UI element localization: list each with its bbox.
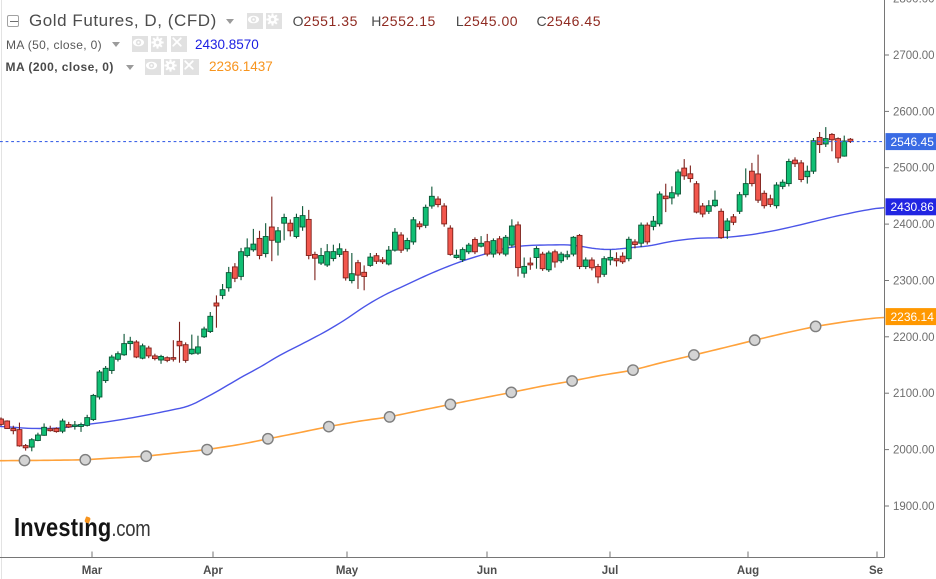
svg-text:2300.00: 2300.00 (893, 276, 935, 288)
svg-text:2100.00: 2100.00 (893, 388, 935, 400)
svg-text:Apr: Apr (203, 565, 223, 577)
svg-text:2600.00: 2600.00 (893, 106, 935, 118)
svg-text:2200.00: 2200.00 (893, 332, 935, 344)
svg-text:2000.00: 2000.00 (893, 445, 935, 457)
svg-text:Jul: Jul (602, 565, 619, 577)
svg-text:1900.00: 1900.00 (893, 501, 935, 513)
svg-text:May: May (336, 565, 359, 577)
svg-text:2800.00: 2800.00 (893, 0, 935, 6)
svg-text:2430.86: 2430.86 (891, 200, 935, 214)
svg-text:2700.00: 2700.00 (893, 50, 935, 62)
svg-text:Aug: Aug (737, 565, 759, 577)
svg-text:2546.45: 2546.45 (891, 135, 935, 149)
svg-text:2500.00: 2500.00 (893, 163, 935, 175)
svg-text:2236.14: 2236.14 (891, 310, 935, 324)
svg-text:Se: Se (869, 565, 883, 577)
svg-text:Jun: Jun (477, 565, 497, 577)
svg-text:2400.00: 2400.00 (893, 219, 935, 231)
svg-text:Mar: Mar (82, 565, 103, 577)
